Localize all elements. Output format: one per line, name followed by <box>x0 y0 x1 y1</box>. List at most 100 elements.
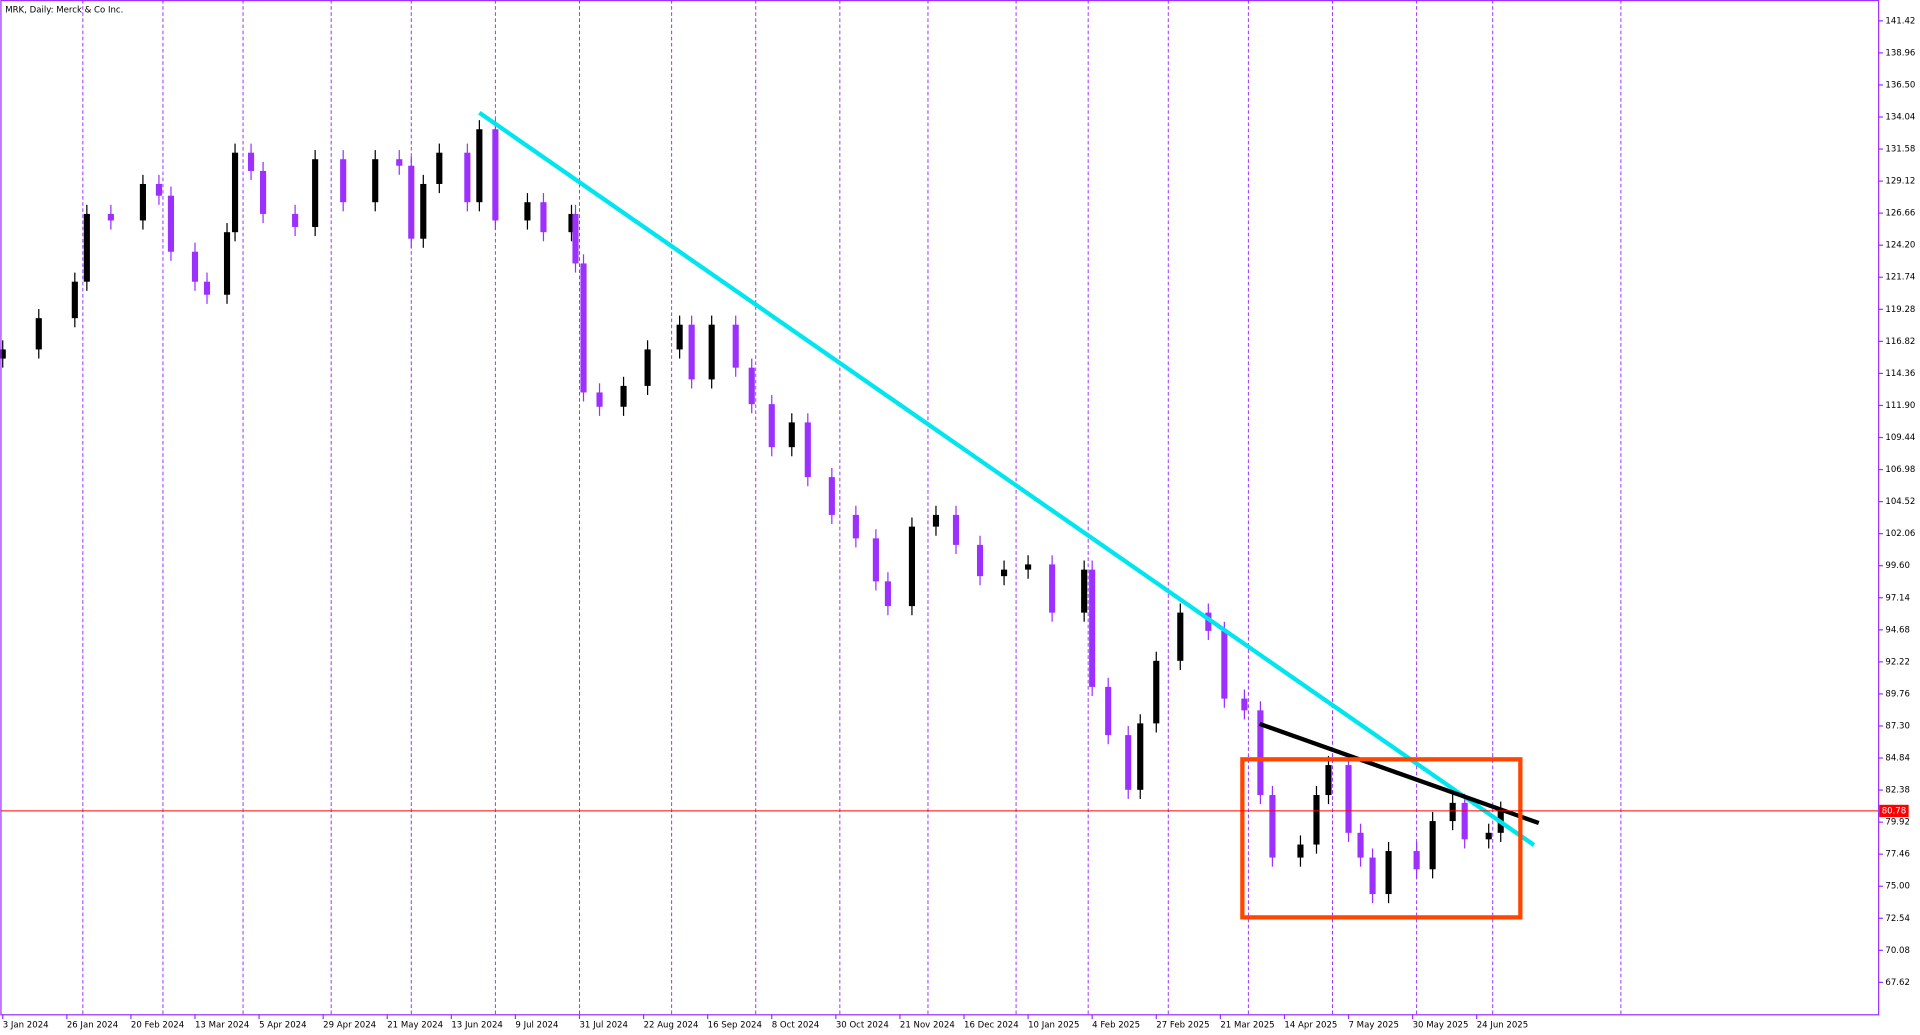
candle-body <box>1345 765 1352 833</box>
candle-body <box>1413 851 1420 870</box>
candle-body <box>1153 660 1160 724</box>
y-tick-label: 126.66 <box>1885 209 1915 219</box>
x-tick-label: 4 Feb 2025 <box>1092 1021 1140 1031</box>
candle-body <box>492 129 499 221</box>
candle-body <box>1325 765 1332 796</box>
candle-body <box>71 281 78 319</box>
y-tick-label: 111.90 <box>1885 401 1915 411</box>
candle-body <box>952 514 960 545</box>
y-tick-label: 94.68 <box>1885 625 1910 635</box>
drawings <box>0 110 1879 920</box>
candle-body <box>908 526 916 607</box>
y-tick-label: 99.60 <box>1885 561 1910 571</box>
candle-body <box>260 170 267 214</box>
y-tick-label: 121.74 <box>1885 273 1915 283</box>
y-tick-label: 97.14 <box>1885 593 1910 603</box>
y-tick-label: 67.62 <box>1885 978 1910 988</box>
y-tick-label: 87.30 <box>1885 721 1910 731</box>
candle-body <box>1485 832 1492 840</box>
x-tick-label: 10 Jan 2025 <box>1028 1021 1079 1031</box>
candle-body <box>644 349 651 386</box>
x-tick-label: 24 Jun 2025 <box>1477 1021 1529 1031</box>
plot-frame <box>0 0 1880 1016</box>
candle-body <box>476 129 483 203</box>
candle-body <box>540 202 547 233</box>
candle-body <box>312 159 319 227</box>
candle-body <box>420 183 427 239</box>
x-tick-label: 31 Jul 2024 <box>579 1021 627 1031</box>
candle-body <box>1369 857 1376 895</box>
x-tick-label: 8 Oct 2024 <box>772 1021 820 1031</box>
candle-body <box>1137 723 1144 790</box>
y-tick-label: 75.00 <box>1885 882 1910 892</box>
candle-body <box>155 183 163 196</box>
candle-body <box>167 195 175 252</box>
y-tick-label: 82.38 <box>1885 786 1910 796</box>
candle-body <box>1049 564 1056 613</box>
candle-body <box>768 404 775 448</box>
candle-body <box>203 281 211 295</box>
x-tick-label: 21 Nov 2024 <box>900 1021 955 1031</box>
y-tick-label: 77.46 <box>1885 850 1910 860</box>
y-tick-label: 141.42 <box>1885 16 1915 26</box>
x-tick-label: 22 Aug 2024 <box>644 1021 699 1031</box>
candle-body <box>139 183 146 221</box>
y-tick-label: 104.52 <box>1885 497 1915 507</box>
x-tick-label: 9 Jul 2024 <box>515 1021 558 1031</box>
candle-body <box>340 159 347 203</box>
candle-body <box>1125 735 1132 790</box>
y-tick-label: 138.96 <box>1885 48 1915 58</box>
candle-body <box>372 159 379 203</box>
candle-body <box>1429 821 1436 870</box>
candle-body <box>1297 844 1304 858</box>
x-tick-label: 5 Apr 2024 <box>259 1021 307 1031</box>
candle-body <box>708 324 715 380</box>
candle-body <box>1025 564 1032 570</box>
y-tick-label: 134.04 <box>1885 113 1915 123</box>
price-label-box <box>1879 804 1909 818</box>
trendline <box>1258 721 1540 826</box>
x-tick-label: 29 Apr 2024 <box>323 1021 376 1031</box>
y-tick-label: 89.76 <box>1885 689 1910 699</box>
y-tick-label: 106.98 <box>1885 465 1915 475</box>
candle-body <box>596 392 603 407</box>
candle-body <box>191 251 199 282</box>
y-tick-label: 72.54 <box>1885 914 1910 924</box>
candle-body <box>1221 630 1228 699</box>
candle-body <box>1357 832 1364 858</box>
x-tick-label: 13 Mar 2024 <box>195 1021 249 1031</box>
candle-body <box>1105 686 1112 736</box>
y-tick-label: 136.50 <box>1885 80 1915 90</box>
candle-body <box>732 324 739 368</box>
candle-body <box>396 159 403 166</box>
y-tick-label: 84.84 <box>1885 754 1910 764</box>
candle-body <box>788 422 795 448</box>
axes: 67.62 70.08 72.54 75.00 77.46 79.92 82.38 84.84… <box>2 16 1915 1031</box>
candle-body <box>572 213 579 264</box>
x-tick-label: 13 Jun 2024 <box>451 1021 503 1031</box>
y-tick-label: 79.92 <box>1885 818 1910 828</box>
candle-body <box>688 324 695 380</box>
candle-body <box>436 152 443 184</box>
candle-body <box>1081 569 1088 613</box>
candle-body <box>580 263 587 393</box>
chart-title: MRK, Daily: Merck & Co Inc. <box>5 5 123 15</box>
candle-body <box>976 544 984 577</box>
candle-body <box>292 213 299 227</box>
highlight-box <box>1240 757 1523 920</box>
x-tick-label: 30 May 2025 <box>1413 1021 1469 1031</box>
candle-body <box>524 202 531 221</box>
x-tick-label: 3 Jan 2024 <box>3 1021 49 1031</box>
candle-body <box>872 538 879 582</box>
y-tick-label: 116.82 <box>1885 337 1915 347</box>
x-tick-label: 27 Feb 2025 <box>1156 1021 1209 1031</box>
x-tick-label: 26 Jan 2024 <box>67 1021 118 1031</box>
candle-body <box>1257 710 1264 796</box>
y-tick-label: 109.44 <box>1885 433 1915 443</box>
candle-body <box>408 165 415 239</box>
candle-body <box>568 213 575 233</box>
x-tick-label: 14 Apr 2025 <box>1284 1021 1337 1031</box>
candle-body <box>0 349 6 359</box>
candle-body <box>107 213 114 221</box>
